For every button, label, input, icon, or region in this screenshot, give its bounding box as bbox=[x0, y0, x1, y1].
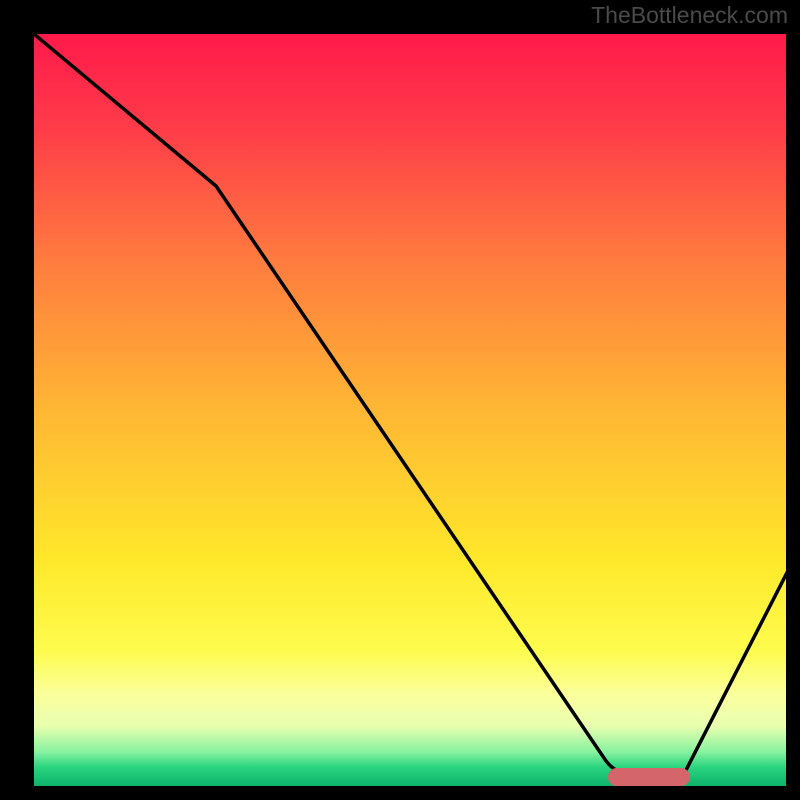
watermark-text: TheBottleneck.com bbox=[591, 2, 788, 29]
optimal-range-marker bbox=[608, 768, 690, 786]
curve-path bbox=[34, 34, 786, 774]
bottleneck-curve bbox=[34, 34, 786, 786]
bottleneck-plot-area bbox=[30, 30, 790, 790]
